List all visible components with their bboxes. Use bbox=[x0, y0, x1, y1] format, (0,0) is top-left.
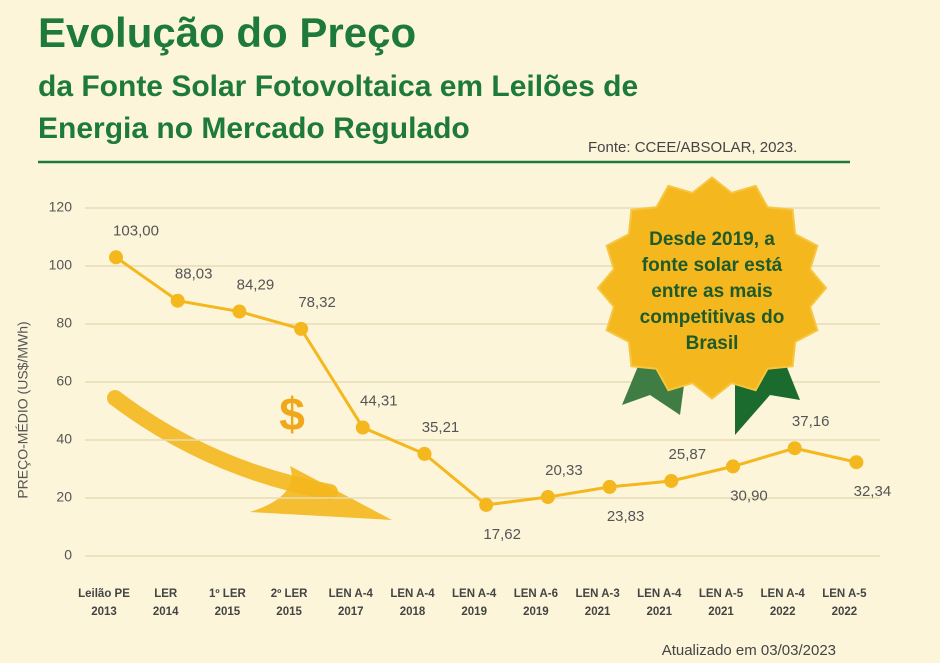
x-tick-label: 2013 bbox=[91, 606, 117, 618]
chart-title: Evolução do Preço bbox=[38, 9, 416, 56]
y-tick-label: 20 bbox=[56, 489, 72, 505]
data-label: 44,31 bbox=[360, 392, 398, 409]
plot: 0 20 40 60 80 100 120 103,00 88,03 84,29 78,32 44,3… bbox=[49, 199, 892, 618]
x-tick-label: 2015 bbox=[276, 606, 302, 618]
data-label: 32,34 bbox=[854, 483, 892, 500]
point bbox=[540, 490, 555, 505]
source: Fonte: CCEE/ABSOLAR, 2023. bbox=[588, 139, 797, 156]
y-axis-label: PREÇO-MÉDIO (US$/MWh) bbox=[15, 321, 31, 498]
x-tick-label: 2022 bbox=[832, 606, 858, 618]
x-tick-label: LEN A-3 bbox=[575, 588, 619, 600]
x-tick-label: LEN A-4 bbox=[637, 588, 682, 600]
badge-line: competitivas do bbox=[640, 307, 785, 328]
badge bbox=[596, 176, 828, 435]
point bbox=[726, 459, 740, 474]
note: Atualizado em 03/03/2023 bbox=[662, 642, 836, 659]
badge-line: fonte solar está bbox=[642, 255, 783, 276]
point bbox=[417, 446, 432, 461]
point bbox=[849, 455, 864, 470]
badge-line: Brasil bbox=[686, 333, 739, 354]
x-tick-label: Leilão PE bbox=[78, 588, 130, 600]
x-tick-label: 2º LER bbox=[271, 588, 308, 600]
badge-line: entre as mais bbox=[651, 281, 772, 302]
x-tick-label: LEN A-4 bbox=[761, 588, 806, 600]
point bbox=[294, 321, 309, 336]
point bbox=[109, 250, 123, 265]
x-tick-label: 1º LER bbox=[209, 588, 246, 600]
x-tick-label: 2017 bbox=[338, 606, 364, 618]
point bbox=[602, 479, 617, 494]
y-tick-label: 60 bbox=[56, 373, 72, 389]
decor-arrow bbox=[107, 390, 392, 520]
y-tick-label: 0 bbox=[64, 547, 72, 563]
x-tick-label: LEN A-4 bbox=[390, 588, 435, 600]
data-label: 78,32 bbox=[298, 294, 336, 311]
data-label: 23,83 bbox=[607, 508, 645, 525]
x-tick-label: 2014 bbox=[153, 606, 179, 618]
badge-text: Desde 2019, a fonte solar está entre as ma… bbox=[640, 229, 785, 354]
point bbox=[664, 473, 679, 488]
badge-line: Desde 2019, a bbox=[649, 229, 775, 250]
x-tick-label: 2015 bbox=[215, 606, 241, 618]
x-tick-label: LEN A-5 bbox=[822, 588, 867, 600]
point bbox=[479, 497, 494, 512]
data-label: 103,00 bbox=[113, 222, 159, 239]
y-tick-label: 100 bbox=[49, 257, 73, 273]
x-tick-label: 2018 bbox=[400, 606, 426, 618]
chart-subtitle: da Fonte Solar Fotovoltaica em Leilões d… bbox=[38, 70, 638, 103]
data-label: 20,33 bbox=[545, 462, 583, 479]
x-tick-label: 2019 bbox=[461, 606, 487, 618]
data-label: 84,29 bbox=[237, 277, 275, 294]
x-tick-label: 2021 bbox=[585, 606, 611, 618]
x-tick-label: 2022 bbox=[770, 606, 796, 618]
y-tick-label: 40 bbox=[56, 431, 72, 447]
data-label: 17,62 bbox=[483, 526, 521, 543]
x-tick-label: 2019 bbox=[523, 606, 549, 618]
point bbox=[232, 304, 247, 319]
point bbox=[355, 420, 370, 435]
x-tick-label: LEN A-4 bbox=[329, 588, 374, 600]
point bbox=[787, 441, 802, 456]
data-label: 37,16 bbox=[792, 413, 830, 430]
x-tick-label: LEN A-5 bbox=[699, 588, 744, 600]
chart-subtitle: Energia no Mercado Regulado bbox=[38, 112, 470, 145]
data-label: 88,03 bbox=[175, 266, 213, 283]
x-tick-label: LEN A-6 bbox=[514, 588, 558, 600]
x-tick-label: LER bbox=[154, 588, 178, 600]
point bbox=[170, 293, 185, 308]
y-tick-label: 80 bbox=[56, 315, 72, 331]
dollar-sign: $ bbox=[279, 388, 305, 440]
data-label: 30,90 bbox=[730, 487, 768, 504]
data-label: 25,87 bbox=[669, 446, 707, 463]
y-tick-label: 120 bbox=[49, 199, 73, 215]
x-tick-label: LEN A-4 bbox=[452, 588, 497, 600]
data-label: 35,21 bbox=[422, 419, 460, 436]
x-tick-label: 2021 bbox=[647, 606, 673, 618]
x-tick-label: 2021 bbox=[708, 606, 734, 618]
